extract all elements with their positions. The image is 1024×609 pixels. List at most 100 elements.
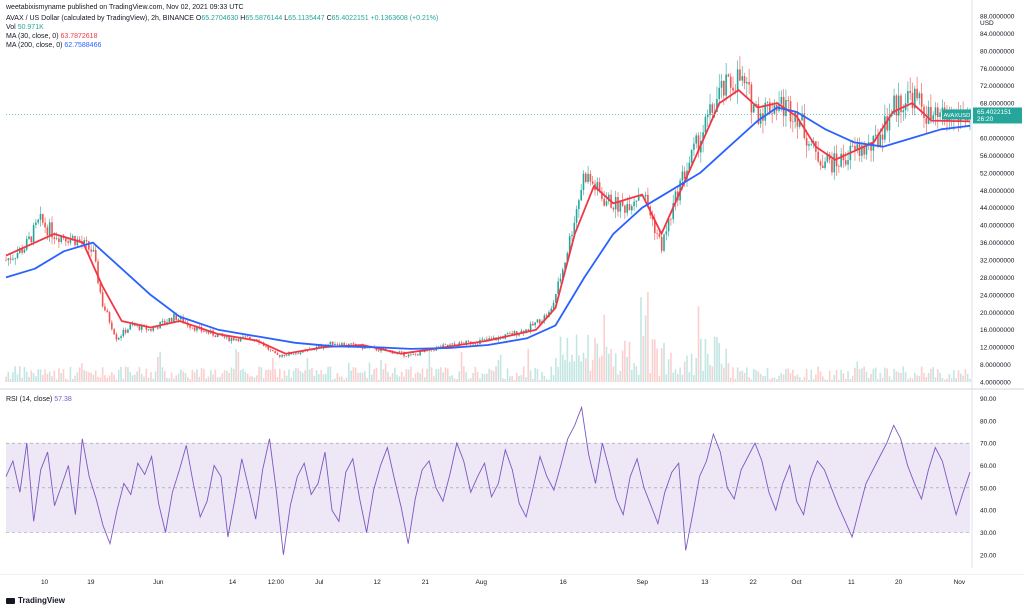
candle-body bbox=[30, 236, 33, 243]
volume-bar bbox=[854, 367, 856, 382]
volume-bar bbox=[525, 377, 527, 382]
volume-bar bbox=[74, 375, 76, 382]
ma30-label: MA (30, close, 0) bbox=[6, 33, 59, 40]
candle-body bbox=[847, 160, 849, 165]
candle-body bbox=[527, 329, 530, 331]
rsi-legend[interactable]: RSI (14, close) 57.38 bbox=[6, 395, 72, 404]
candle-body bbox=[561, 269, 564, 279]
time-tick-label: 16 bbox=[560, 579, 568, 586]
volume-legend[interactable]: Vol 50.971K bbox=[6, 23, 44, 32]
volume-bar bbox=[633, 363, 635, 382]
price-tick-label: 80.0000000 bbox=[980, 48, 1015, 55]
volume-bar bbox=[677, 373, 679, 382]
volume-bar bbox=[925, 377, 928, 382]
candle-body bbox=[131, 324, 134, 325]
volume-bar bbox=[817, 366, 819, 382]
candle-body bbox=[269, 349, 272, 351]
candle-body bbox=[292, 354, 295, 355]
volume-bar bbox=[835, 369, 838, 382]
symbol-title[interactable]: AVAX / US Dollar (calculated by TradingV… bbox=[6, 15, 194, 22]
candle-body bbox=[129, 324, 132, 330]
volume-bar bbox=[840, 369, 842, 382]
volume-bar bbox=[870, 373, 872, 382]
ma30-value: 63.7872618 bbox=[60, 33, 98, 40]
volume-bar bbox=[759, 373, 762, 382]
ma200-label: MA (200, close, 0) bbox=[6, 42, 63, 49]
volume-bar bbox=[509, 376, 511, 382]
volume-bar bbox=[630, 369, 633, 382]
price-chart[interactable]: 4.0000000 8.0000000 12.0000000 16.0000000 20… bbox=[0, 0, 1024, 390]
candle-body bbox=[660, 236, 663, 251]
candle-body bbox=[14, 258, 17, 259]
candle-body bbox=[283, 355, 286, 356]
candle-body bbox=[538, 319, 541, 324]
candle-body bbox=[111, 322, 113, 330]
candle-body bbox=[127, 329, 129, 333]
candle-body bbox=[189, 325, 191, 328]
volume-bar bbox=[690, 353, 693, 382]
volume-bar bbox=[851, 375, 854, 382]
volume-bar bbox=[953, 370, 955, 382]
volume-bar bbox=[278, 368, 281, 382]
volume-bar bbox=[12, 372, 14, 382]
candle-body bbox=[805, 138, 808, 146]
volume-bar bbox=[341, 376, 343, 382]
volume-bar bbox=[230, 367, 233, 382]
candle-body bbox=[115, 334, 118, 340]
candle-body bbox=[474, 343, 477, 345]
candle-body bbox=[297, 353, 299, 355]
volume-bar bbox=[557, 366, 559, 382]
volume-bar bbox=[614, 353, 617, 382]
volume-bar bbox=[787, 368, 790, 382]
candle-body bbox=[766, 102, 769, 103]
volume-bar bbox=[844, 379, 847, 382]
volume-bar bbox=[14, 366, 17, 382]
ma200-legend[interactable]: MA (200, close, 0) 62.7588466 bbox=[6, 41, 101, 50]
volume-bar bbox=[357, 372, 359, 382]
volume-bar bbox=[950, 378, 953, 382]
volume-bar bbox=[451, 375, 454, 382]
volume-bar bbox=[635, 366, 638, 382]
volume-bar bbox=[334, 378, 336, 382]
time-tick-label: Aug bbox=[475, 579, 487, 586]
volume-bar bbox=[697, 306, 700, 382]
volume-bar bbox=[262, 378, 265, 382]
volume-bar bbox=[847, 371, 849, 382]
candle-body bbox=[157, 327, 159, 329]
candle-body bbox=[281, 355, 283, 357]
volume-bar bbox=[430, 367, 433, 382]
rsi-chart[interactable]: 20.00 30.00 40.00 50.00 60.00 70.00 80.00 90.00 bbox=[0, 390, 1024, 568]
candle-body bbox=[925, 117, 928, 124]
volume-bar bbox=[150, 372, 152, 382]
volume-bar bbox=[803, 376, 806, 382]
volume-bar bbox=[191, 369, 194, 382]
time-axis[interactable]: 10 19 Jun 14 12:00 Jul 12 21 Aug 16 Sep 13 22 Oct 11 20… bbox=[0, 574, 1024, 592]
candle-body bbox=[658, 233, 661, 237]
candle-body bbox=[755, 104, 757, 106]
volume-bar bbox=[104, 375, 106, 382]
candle-body bbox=[792, 121, 794, 123]
ma30-legend[interactable]: MA (30, close, 0) 63.7872618 bbox=[6, 32, 97, 41]
candle-body bbox=[214, 335, 217, 338]
volume-bar bbox=[304, 370, 306, 382]
candle-body bbox=[543, 315, 546, 322]
volume-bar bbox=[545, 379, 548, 382]
volume-bar bbox=[785, 368, 787, 382]
candle-body bbox=[518, 333, 520, 336]
candle-body bbox=[769, 102, 771, 114]
volume-bar bbox=[506, 368, 509, 382]
candle-body bbox=[927, 106, 930, 124]
volume-bar bbox=[511, 376, 513, 382]
candle-body bbox=[97, 261, 99, 284]
volume-bar bbox=[665, 374, 668, 382]
candle-body bbox=[881, 134, 884, 140]
candle-body bbox=[35, 222, 37, 226]
volume-bar bbox=[955, 378, 957, 382]
volume-bar bbox=[359, 372, 362, 382]
tradingview-logo[interactable]: TradingView bbox=[6, 596, 65, 605]
candle-body bbox=[39, 213, 42, 220]
volume-bar bbox=[725, 348, 727, 382]
volume-bar bbox=[159, 351, 161, 382]
volume-bar bbox=[336, 373, 339, 382]
volume-bar bbox=[617, 374, 619, 382]
